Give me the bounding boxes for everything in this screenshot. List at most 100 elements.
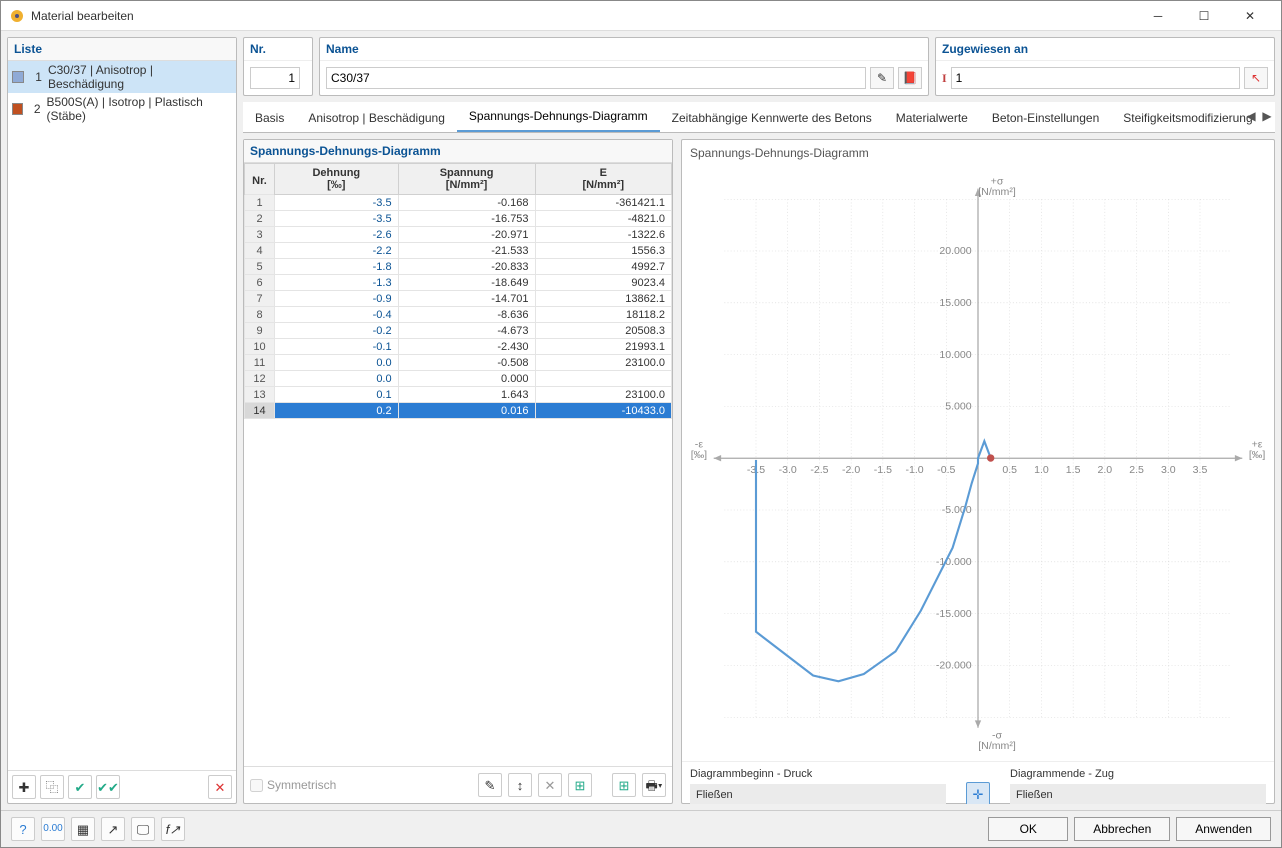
name-input[interactable] (326, 67, 866, 89)
cell-e[interactable]: 18118.2 (535, 307, 671, 323)
cell-e[interactable]: -4821.0 (535, 211, 671, 227)
table-row[interactable]: 1 -3.5 -0.168 -361421.1 (245, 195, 672, 211)
table-row[interactable]: 12 0.0 0.000 (245, 371, 672, 387)
col-spannung[interactable]: Spannung (398, 164, 535, 180)
nr-input[interactable] (250, 67, 300, 89)
table-row[interactable]: 11 0.0 -0.508 23100.0 (245, 355, 672, 371)
cell-spannung[interactable]: -14.701 (398, 291, 535, 307)
cell-e[interactable]: 9023.4 (535, 275, 671, 291)
table-row[interactable]: 4 -2.2 -21.533 1556.3 (245, 243, 672, 259)
function-button[interactable]: f↗ (161, 817, 185, 841)
cell-dehnung[interactable]: -1.3 (275, 275, 399, 291)
cell-e[interactable]: -1322.6 (535, 227, 671, 243)
table-row[interactable]: 3 -2.6 -20.971 -1322.6 (245, 227, 672, 243)
table-row[interactable]: 14 0.2 0.016 -10433.0 (245, 403, 672, 419)
cell-spannung[interactable]: -0.168 (398, 195, 535, 211)
symmetric-checkbox[interactable]: Symmetrisch (250, 778, 336, 792)
apply-button[interactable]: Anwenden (1176, 817, 1271, 841)
cell-e[interactable]: 1556.3 (535, 243, 671, 259)
view-settings-button[interactable]: ↗ (101, 817, 125, 841)
cell-dehnung[interactable]: 0.0 (275, 371, 399, 387)
sort-button[interactable]: ↕ (508, 773, 532, 797)
print-button[interactable]: 🖶▾ (642, 773, 666, 797)
diagram-end-value[interactable]: Fließen (1010, 784, 1266, 804)
table-row[interactable]: 8 -0.4 -8.636 18118.2 (245, 307, 672, 323)
copy-item-button[interactable]: ⿻ (40, 775, 64, 799)
check-all-button[interactable]: ✔✔ (96, 775, 120, 799)
export-button[interactable]: ⊞ (612, 773, 636, 797)
cell-e[interactable] (535, 371, 671, 387)
edit-name-button[interactable]: ✎ (870, 67, 894, 89)
table-row[interactable]: 13 0.1 1.643 23100.0 (245, 387, 672, 403)
diagram-start-value[interactable]: Fließen (690, 784, 946, 804)
delete-item-button[interactable]: ✕ (208, 775, 232, 799)
cell-dehnung[interactable]: 0.1 (275, 387, 399, 403)
table-row[interactable]: 2 -3.5 -16.753 -4821.0 (245, 211, 672, 227)
table-row[interactable]: 5 -1.8 -20.833 4992.7 (245, 259, 672, 275)
cell-e[interactable]: -10433.0 (535, 403, 671, 419)
tab[interactable]: Zeitabhängige Kennwerte des Betons (660, 104, 884, 132)
table-row[interactable]: 6 -1.3 -18.649 9023.4 (245, 275, 672, 291)
ok-button[interactable]: OK (988, 817, 1068, 841)
cell-spannung[interactable]: -20.833 (398, 259, 535, 275)
tab[interactable]: Spannungs-Dehnungs-Diagramm (457, 102, 660, 132)
cell-spannung[interactable]: 0.016 (398, 403, 535, 419)
col-nr[interactable]: Nr. (245, 164, 275, 195)
cell-e[interactable]: 23100.0 (535, 355, 671, 371)
import-button[interactable]: ⊞ (568, 773, 592, 797)
edit-row-button[interactable]: ✎ (478, 773, 502, 797)
units-button[interactable]: 0.00 (41, 817, 65, 841)
maximize-button[interactable]: ☐ (1181, 1, 1227, 31)
cell-spannung[interactable]: -2.430 (398, 339, 535, 355)
material-list-item[interactable]: 1 C30/37 | Anisotrop | Beschädigung (8, 61, 236, 93)
pick-assigned-button[interactable]: ↖ (1244, 67, 1268, 89)
tab[interactable]: Basis (243, 104, 296, 132)
cell-dehnung[interactable]: -3.5 (275, 195, 399, 211)
close-button[interactable]: ✕ (1227, 1, 1273, 31)
cell-e[interactable]: 20508.3 (535, 323, 671, 339)
cell-spannung[interactable]: -8.636 (398, 307, 535, 323)
cell-spannung[interactable]: -20.971 (398, 227, 535, 243)
cell-e[interactable]: 13862.1 (535, 291, 671, 307)
cell-e[interactable]: 23100.0 (535, 387, 671, 403)
tab[interactable]: Anisotrop | Beschädigung (296, 104, 457, 132)
check-button[interactable]: ✔ (68, 775, 92, 799)
cell-dehnung[interactable]: -0.9 (275, 291, 399, 307)
grid-settings-button[interactable]: ▦ (71, 817, 95, 841)
help-button[interactable]: ? (11, 817, 35, 841)
new-item-button[interactable]: ✚ (12, 775, 36, 799)
delete-row-button[interactable]: ✕ (538, 773, 562, 797)
material-list-item[interactable]: 2 B500S(A) | Isotrop | Plastisch (Stäbe) (8, 93, 236, 125)
cell-spannung[interactable]: 1.643 (398, 387, 535, 403)
cancel-button[interactable]: Abbrechen (1074, 817, 1170, 841)
cell-spannung[interactable]: -0.508 (398, 355, 535, 371)
table-row[interactable]: 9 -0.2 -4.673 20508.3 (245, 323, 672, 339)
assigned-input[interactable] (951, 67, 1240, 89)
col-e[interactable]: E (535, 164, 671, 180)
cell-dehnung[interactable]: -2.6 (275, 227, 399, 243)
cell-dehnung[interactable]: 0.2 (275, 403, 399, 419)
cell-dehnung[interactable]: 0.0 (275, 355, 399, 371)
tab[interactable]: Steifigkeitsmodifizierung (1111, 104, 1264, 132)
cell-spannung[interactable]: -16.753 (398, 211, 535, 227)
tab-scroll-right[interactable]: ▶ (1259, 106, 1275, 126)
cell-dehnung[interactable]: -0.2 (275, 323, 399, 339)
cell-dehnung[interactable]: -0.1 (275, 339, 399, 355)
table-row[interactable]: 7 -0.9 -14.701 13862.1 (245, 291, 672, 307)
cell-dehnung[interactable]: -3.5 (275, 211, 399, 227)
cell-e[interactable]: 21993.1 (535, 339, 671, 355)
col-dehnung[interactable]: Dehnung (275, 164, 399, 180)
tab[interactable]: Materialwerte (884, 104, 980, 132)
cell-dehnung[interactable]: -0.4 (275, 307, 399, 323)
cell-spannung[interactable]: 0.000 (398, 371, 535, 387)
cell-spannung[interactable]: -4.673 (398, 323, 535, 339)
cell-e[interactable]: 4992.7 (535, 259, 671, 275)
axis-toggle-button[interactable]: ✛ (966, 782, 990, 804)
minimize-button[interactable]: ─ (1135, 1, 1181, 31)
cell-spannung[interactable]: -18.649 (398, 275, 535, 291)
library-button[interactable]: 📕 (898, 67, 922, 89)
tab-scroll-left[interactable]: ◀ (1243, 106, 1259, 126)
cell-e[interactable]: -361421.1 (535, 195, 671, 211)
cell-dehnung[interactable]: -2.2 (275, 243, 399, 259)
cell-spannung[interactable]: -21.533 (398, 243, 535, 259)
